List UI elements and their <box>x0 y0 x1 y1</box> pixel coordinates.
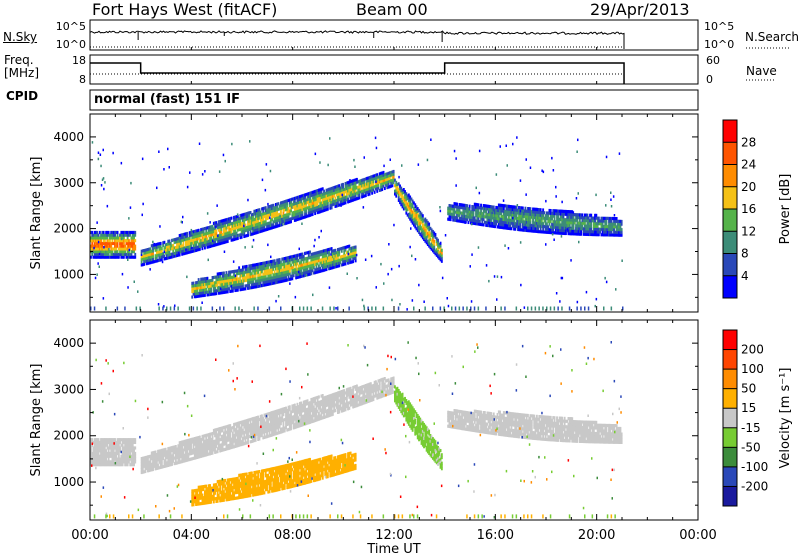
velocity-ytick-label: 2000 <box>53 429 84 443</box>
velocity-colorbar-tick-label: -100 <box>741 460 768 474</box>
noise-trace <box>89 30 625 49</box>
noise-tick-left-bottom: 10^0 <box>56 38 86 51</box>
power-structure-4 <box>447 202 623 237</box>
velocity-colorbar-tick-label: -15 <box>741 421 761 435</box>
noise-tick-left-top: 10^5 <box>56 20 86 33</box>
freq-frame <box>89 54 699 85</box>
power-ytick-label: 2000 <box>53 222 84 236</box>
cpid-frame <box>89 89 699 111</box>
xtick-label: 00:00 <box>679 528 716 543</box>
velocity-colorbar-swatch <box>723 369 737 389</box>
power-colorbar-tick-label: 4 <box>741 269 749 283</box>
noise-sky-label: N.Sky <box>3 30 38 44</box>
velocity-structure-4 <box>447 409 623 444</box>
station-title: Fort Hays West (fitACF) <box>92 0 278 19</box>
power-colorbar-swatch <box>723 275 737 298</box>
cpid-text: normal (fast) 151 IF <box>94 92 241 107</box>
velocity-ytick-label: 3000 <box>53 382 84 396</box>
velocity-colorbar-tick-label: 50 <box>741 382 756 396</box>
xtick-label: 04:00 <box>173 528 210 543</box>
velocity-structure-2 <box>191 451 357 507</box>
velocity-colorbar-tick-label: -200 <box>741 479 768 493</box>
power-colorbar-tick-label: 28 <box>741 135 756 149</box>
velocity-colorbar-swatch <box>723 408 737 428</box>
power-colorbar-tick-label: 24 <box>741 158 756 172</box>
xtick-label: 20:00 <box>578 528 615 543</box>
xlabel: Time UT <box>366 542 420 554</box>
power-structure-0 <box>90 230 137 259</box>
nave-label: Nave <box>746 64 777 78</box>
power-ylabel: Slant Range [km] <box>29 157 44 270</box>
velocity-colorbar-tick-label: -50 <box>741 440 761 454</box>
power-colorbar-swatch <box>723 209 737 232</box>
power-structure-2 <box>191 244 357 299</box>
power-ytick-label: 3000 <box>53 176 84 190</box>
power-colorbar-tick-label: 20 <box>741 180 756 194</box>
velocity-structure-1 <box>140 376 395 475</box>
freq-label-1: Freq. <box>4 53 34 67</box>
velocity-colorbar-swatch <box>723 466 737 487</box>
noise-panel: 10^5 10^0 10^5 10^0 <box>56 19 790 51</box>
power-ytick-label: 1000 <box>53 267 84 281</box>
xtick-label: 16:00 <box>477 528 514 543</box>
xtick-label: 08:00 <box>274 528 311 543</box>
power-colorbar-swatch <box>723 231 737 254</box>
velocity-colorbar-frame <box>722 329 738 507</box>
xtick-label: 00:00 <box>71 528 108 543</box>
colorbars: 4 8 12 16 20 24 28 Power [dB] 200 100 50 15 -15 -50 -1… <box>722 119 793 507</box>
nave-tick-bottom: 0 <box>706 73 713 86</box>
date-label: 29/Apr/2013 <box>590 0 690 19</box>
velocity-colorbar-tick-label: 200 <box>741 343 764 357</box>
velocity-frame <box>89 319 699 521</box>
velocity-colorbar-swatch <box>723 447 737 467</box>
cpid-label: CPID <box>6 89 39 103</box>
power-colorbar-tick-label: 8 <box>741 247 749 261</box>
freq-trace <box>90 62 625 84</box>
velocity-ytick-label: 1000 <box>53 475 84 489</box>
velocity-ytick-label: 4000 <box>53 336 84 350</box>
freq-tick-bottom: 8 <box>79 73 86 86</box>
velocity-structure-0 <box>90 438 137 467</box>
velocity-heatmap <box>90 341 623 519</box>
velocity-colorbar-swatch <box>723 427 737 448</box>
beam-label: Beam 00 <box>356 0 428 19</box>
xtick-label: 12:00 <box>375 528 412 543</box>
power-colorbar-swatch <box>723 120 737 143</box>
freq-label-2: [MHz] <box>4 66 40 80</box>
velocity-ylabel: Slant Range [km] <box>29 364 44 477</box>
noise-frame <box>89 19 699 51</box>
velocity-colorbar-label: Velocity [m s⁻¹] <box>778 368 793 469</box>
velocity-colorbar-swatch <box>723 330 737 350</box>
freq-tick-top: 18 <box>72 54 86 67</box>
power-colorbar-label: Power [dB] <box>778 174 793 245</box>
nave-tick-top: 60 <box>706 54 720 67</box>
power-colorbar-swatch <box>723 164 737 187</box>
noise-tick-right-bottom: 10^0 <box>704 38 734 51</box>
axes: 1000 2000 3000 4000 Slant Range [km] 1000 2000… <box>29 47 717 554</box>
frequency-panel: 18 8 60 0 <box>72 54 775 86</box>
velocity-colorbar-swatch <box>723 388 737 409</box>
power-colorbar-swatch <box>723 186 737 209</box>
noise-tick-right-top: 10^5 <box>704 20 734 33</box>
noise-search-label: N.Search <box>745 30 800 44</box>
velocity-colorbar-tick-label: 15 <box>741 401 756 415</box>
velocity-colorbar-tick-label: 100 <box>741 362 764 376</box>
velocity-colorbar-swatch <box>723 349 737 370</box>
power-ytick-label: 4000 <box>53 130 84 144</box>
power-colorbar-tick-label: 12 <box>741 224 756 238</box>
power-heatmap <box>90 136 624 311</box>
power-colorbar-tick-label: 16 <box>741 202 756 216</box>
velocity-colorbar-swatch <box>723 486 737 506</box>
power-colorbar-swatch <box>723 142 737 165</box>
power-colorbar-swatch <box>723 253 737 276</box>
velocity-structure-3 <box>394 385 443 471</box>
power-structure-3 <box>394 178 443 263</box>
